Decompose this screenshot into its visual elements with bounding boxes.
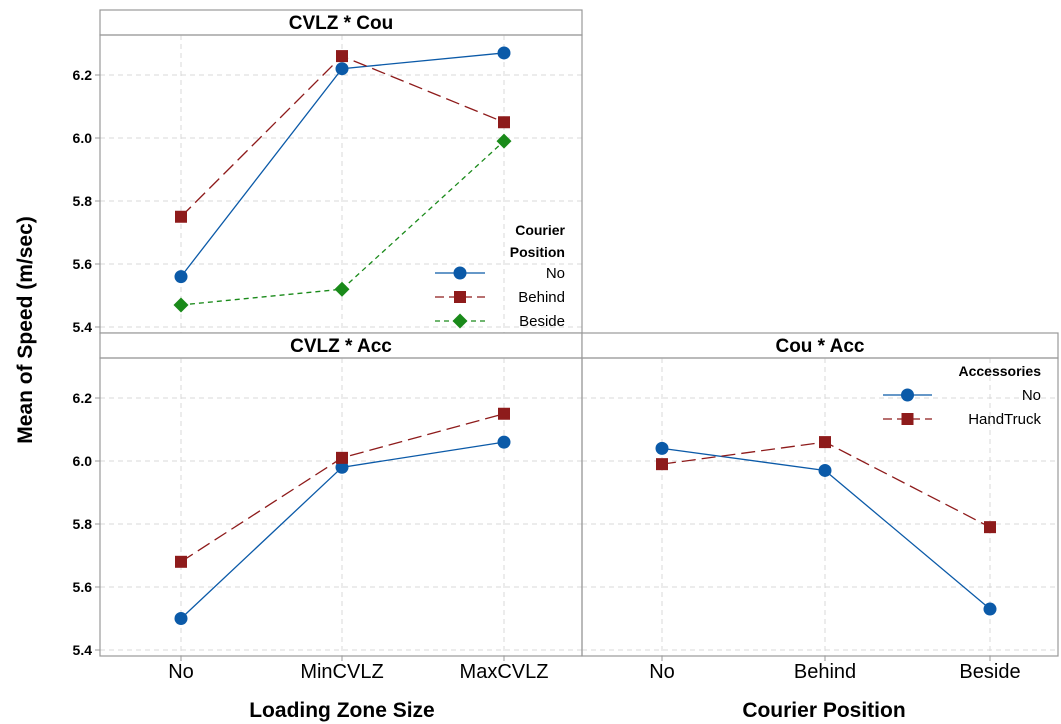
legend-title: Position <box>510 244 565 260</box>
y-tick-label: 6.0 <box>73 453 93 469</box>
legend-label: No <box>1022 387 1041 404</box>
data-point-beside <box>496 133 512 149</box>
y-tick-label: 6.2 <box>73 390 93 406</box>
data-point-no <box>983 602 997 616</box>
y-tick-label: 5.6 <box>73 579 93 595</box>
y-tick-label: 5.4 <box>73 642 93 658</box>
panel-frame <box>581 357 1059 657</box>
x-tick-label: MaxCVLZ <box>460 661 549 683</box>
data-point-handtruck <box>984 521 996 534</box>
data-point-handtruck <box>656 458 668 471</box>
x-tick-label: No <box>168 661 194 683</box>
legend-marker <box>901 388 914 402</box>
x-tick-label: MinCVLZ <box>300 661 383 683</box>
data-point-no <box>497 46 511 60</box>
legend-marker <box>452 313 468 329</box>
data-point-no <box>655 441 669 455</box>
legend-marker <box>901 413 914 425</box>
data-point-handtruck <box>336 451 348 464</box>
data-point-handtruck <box>175 555 187 568</box>
data-point-behind <box>175 210 187 223</box>
y-tick-label: 6.0 <box>73 130 93 146</box>
y-tick-labels: 5.4 5.6 5.8 6.0 6.2 5.4 5.6 5.8 6.0 6.2 <box>73 67 100 658</box>
x-axis-label-right: Courier Position <box>742 699 905 722</box>
y-tick-label: 5.8 <box>73 193 93 209</box>
data-point-behind <box>498 116 510 129</box>
x-tick-labels: No MinCVLZ MaxCVLZ No Behind Beside <box>168 656 1021 683</box>
x-tick-label: No <box>649 661 675 683</box>
y-tick-label: 5.8 <box>73 516 93 532</box>
legend-marker <box>454 291 466 303</box>
y-tick-label: 5.6 <box>73 256 93 272</box>
legend-label: Beside <box>519 313 565 330</box>
legends: Courier Position No Behind Beside Accessories… <box>435 222 1041 428</box>
panel-cou-acc: Cou * Acc <box>581 332 1059 657</box>
legend-label: No <box>546 265 565 282</box>
panel-title-strip <box>99 9 583 36</box>
panel-title: CVLZ * Acc <box>290 336 392 357</box>
panel-title: Cou * Acc <box>775 336 864 357</box>
data-point-beside <box>173 297 189 313</box>
legend-label: HandTruck <box>968 411 1041 428</box>
x-tick-label: Beside <box>959 661 1020 683</box>
legend-title: Courier <box>515 222 565 238</box>
panel-title: CVLZ * Cou <box>289 13 394 34</box>
panel-title-strip <box>581 332 1059 359</box>
data-point-no <box>818 463 832 477</box>
panel-title-strip <box>99 332 583 359</box>
y-tick-label: 6.2 <box>73 67 93 83</box>
data-point-handtruck <box>819 436 831 449</box>
data-point-no <box>174 612 188 625</box>
panel-cvlz-cou: CVLZ * Cou <box>99 9 583 334</box>
panel-cvlz-acc: CVLZ * Acc <box>99 332 583 657</box>
y-axis-label: Mean of Speed (m/sec) <box>14 216 37 444</box>
legend-marker <box>453 266 467 280</box>
data-point-beside <box>334 281 350 297</box>
x-axis-label-left: Loading Zone Size <box>249 699 435 722</box>
y-tick-label: 5.4 <box>73 319 93 335</box>
x-tick-label: Behind <box>794 661 856 683</box>
legend-title: Accessories <box>958 363 1041 379</box>
data-point-behind <box>336 50 348 63</box>
data-point-handtruck <box>498 407 510 420</box>
series-line-beside <box>180 140 505 306</box>
data-point-no <box>497 435 511 449</box>
data-point-no <box>335 62 349 76</box>
data-point-no <box>335 460 349 474</box>
data-point-no <box>174 270 188 284</box>
legend-label: Behind <box>518 289 565 306</box>
panel-frame <box>99 357 583 657</box>
